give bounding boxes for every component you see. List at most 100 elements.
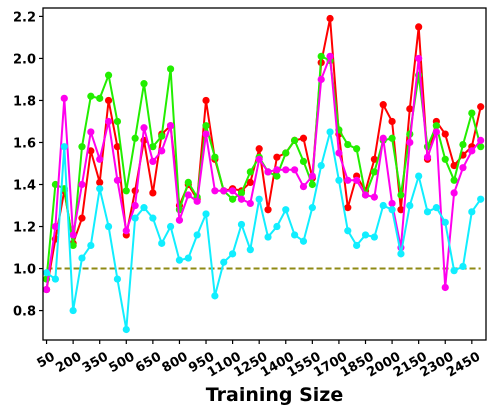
series-3-point [361, 191, 370, 199]
series-4-point [78, 254, 86, 262]
series-4-point [104, 222, 113, 231]
series-3-point [459, 164, 467, 172]
y-tick-label: 1.2 [13, 221, 36, 236]
series-4-point [468, 208, 476, 216]
series-2-point [87, 92, 95, 100]
series-1-point [326, 14, 334, 23]
series-4-point [326, 128, 334, 136]
series-2 [42, 52, 485, 283]
series-3-point [441, 283, 449, 292]
plot-frame [42, 7, 487, 341]
series-4-point [344, 227, 352, 235]
series-3-point [415, 54, 423, 63]
series-3-point [308, 172, 316, 180]
series-3-point [202, 130, 210, 138]
series-3-point [42, 285, 51, 294]
series-2-point [388, 134, 396, 142]
series-2-point [69, 241, 77, 250]
series-4-point [397, 250, 405, 258]
series-2-point [432, 122, 440, 130]
series-2-point [149, 143, 157, 151]
series-3-point [468, 147, 476, 155]
series-4-point [335, 176, 343, 184]
series-3-point [229, 187, 237, 195]
series-4-point [131, 214, 139, 222]
series-4-point [175, 256, 184, 264]
series-2-point [353, 145, 361, 153]
series-3 [42, 52, 485, 294]
series-3-point [299, 183, 308, 191]
series-2-point [96, 94, 104, 102]
series-3-point [87, 128, 95, 136]
series-2-point [78, 143, 86, 151]
series-3-point [60, 94, 68, 102]
series-1-point [273, 153, 281, 161]
series-1-line [45, 18, 482, 290]
series-4-point [264, 233, 272, 241]
series-3-point [282, 166, 290, 174]
series-2-point [459, 140, 467, 149]
series-4-point [317, 161, 325, 170]
series-1-point [388, 117, 396, 126]
series-4-point [273, 222, 281, 231]
series-1-point [149, 189, 157, 197]
series-2-point [104, 71, 113, 79]
series-2-point [113, 117, 122, 126]
series-1-point [113, 143, 122, 151]
series-2-point [291, 136, 299, 144]
y-tick-label: 2.0 [13, 52, 36, 67]
y-ticks-group: 0.8 1.0 1.2 1.4 1.6 1.8 2.0 2.2 [13, 10, 43, 320]
series-2-point [370, 168, 378, 176]
series-4-point [388, 206, 396, 214]
series-3-point [51, 222, 60, 231]
series-1-point [264, 206, 272, 214]
series-3-point [370, 193, 378, 201]
series-2-point [202, 122, 210, 130]
y-tick-label: 1.0 [13, 263, 36, 278]
series-3-point [149, 157, 157, 165]
series-4-point [450, 267, 458, 275]
series-3-point [122, 227, 130, 235]
y-tick-label: 1.8 [13, 94, 36, 109]
series-4-point [415, 172, 423, 180]
series-1-point [104, 96, 113, 105]
series-3-point [184, 191, 192, 199]
series-3-point [379, 134, 387, 142]
series-4-point [69, 306, 77, 315]
series-3-point [477, 136, 485, 144]
series-4-line [45, 131, 482, 330]
series-3-point [335, 149, 343, 157]
series-3-point [344, 176, 352, 184]
series-4-point [60, 143, 68, 151]
series-4-point [42, 269, 51, 277]
series-2-point [282, 149, 290, 157]
series-4-point [299, 237, 308, 245]
series-2-point [184, 178, 192, 187]
series-1-point [96, 178, 104, 187]
series-4-point [246, 246, 254, 254]
series-4-point [229, 250, 237, 258]
series-3-point [326, 52, 334, 60]
series-3-point [158, 147, 166, 155]
series-2-point [441, 155, 449, 163]
series-3-point [432, 128, 440, 136]
series-1-point [78, 214, 86, 222]
series-4-point [166, 222, 175, 231]
series-1-point [87, 147, 95, 155]
series-4-point [282, 206, 290, 214]
series-2-point [308, 180, 316, 189]
x-tick-label: 50 [35, 349, 58, 371]
series-1-point [415, 23, 423, 31]
series-2-point [131, 134, 139, 142]
series-4-point [379, 201, 387, 210]
series-4-point [370, 233, 378, 241]
series-3-point [406, 138, 414, 147]
y-tick-label: 1.6 [13, 136, 36, 151]
series-4-point [158, 239, 166, 247]
series-2-point [158, 132, 166, 140]
series-4-point [441, 218, 449, 226]
series-4-point [184, 254, 192, 262]
series-4-point [291, 231, 299, 239]
series-1-point [450, 161, 458, 170]
series-3-line [45, 55, 482, 290]
